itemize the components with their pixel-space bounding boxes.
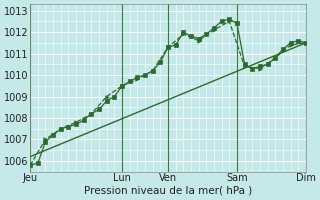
X-axis label: Pression niveau de la mer( hPa ): Pression niveau de la mer( hPa )	[84, 186, 252, 196]
